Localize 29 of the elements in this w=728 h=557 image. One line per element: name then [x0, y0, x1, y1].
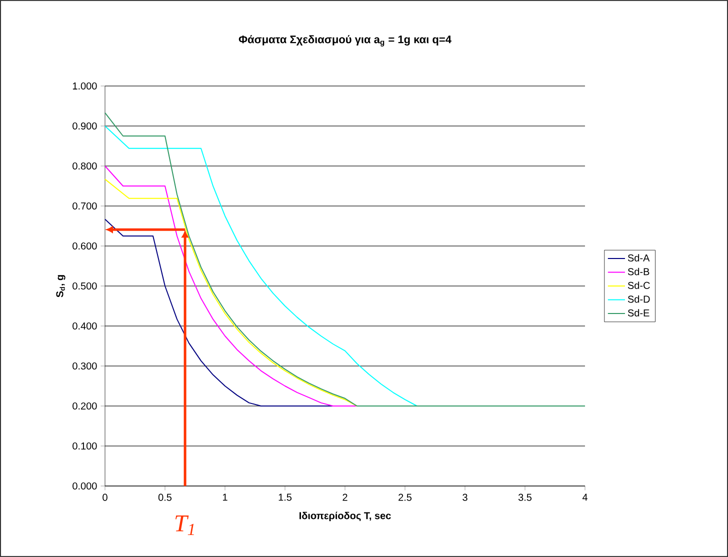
legend-label: Sd-D: [628, 295, 650, 303]
y-tick-label: 0.300: [72, 362, 97, 370]
y-tick-label: 0.900: [72, 122, 97, 130]
x-axis-title: Ιδιοπερίοδος T, sec: [300, 512, 391, 522]
x-tick-label: 1.5: [278, 494, 292, 501]
x-tick-label: 2: [342, 494, 348, 501]
y-tick-label: 1.000: [72, 82, 97, 90]
x-tick-label: 3.5: [518, 494, 532, 501]
legend-label: Sd-B: [628, 268, 650, 276]
legend-label: Sd-A: [628, 254, 650, 262]
y-tick-label: 0.400: [72, 322, 97, 330]
x-tick-label: 2.5: [398, 494, 412, 501]
x-tick-label: 1: [222, 494, 228, 501]
y-tick-label: 0.200: [72, 402, 97, 410]
y-axis-title: S$_{d}$, g: [56, 275, 66, 298]
x-tick-label: 0: [102, 494, 108, 501]
legend-label: Sd-E: [628, 309, 650, 316]
x-tick-label: 3: [462, 494, 468, 501]
x-tick-label: 4: [582, 494, 588, 501]
chart-title: Φάσματα Σχεδιασμού για a$_{g}$ = 1g και q=4: [238, 35, 452, 46]
y-tick-label: 0.500: [72, 282, 97, 290]
y-tick-label: 0.700: [72, 202, 97, 210]
y-tick-label: 0.000: [72, 482, 97, 490]
y-tick-label: 0.600: [72, 242, 97, 250]
annotation: T$_{1}$: [175, 516, 194, 535]
legend-label: Sd-C: [628, 282, 650, 289]
y-tick-label: 0.100: [72, 442, 97, 450]
y-tick-label: 0.800: [72, 162, 97, 170]
x-tick-label: 0.5: [158, 494, 172, 501]
